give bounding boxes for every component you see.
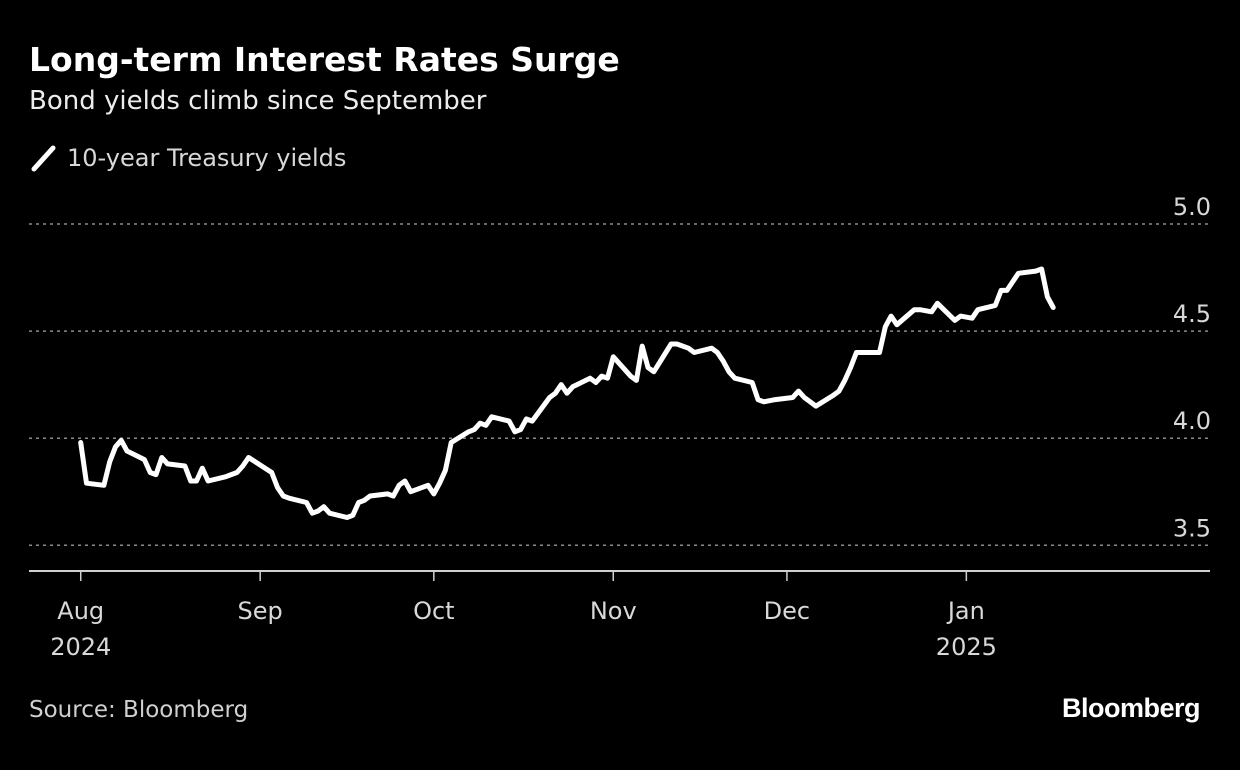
bloomberg-logo: Bloomberg [1061,693,1201,723]
x-tick-label: Oct [413,597,455,625]
x-tick-year-label: 2024 [50,633,111,661]
series-layer [78,266,1056,520]
y-tick-label: 4.5 [1173,300,1211,328]
chart-legend: 10-year Treasury yields [29,142,346,174]
y-tick-label: 4.0 [1173,407,1211,435]
y-tick-label: 3.5 [1173,514,1211,542]
x-axis-ticks: Aug 2024 Sep Oct Nov Dec Jan 2025 [50,571,997,661]
series-line-10-year-treasury-yields [78,266,1056,520]
x-tick-year-label: 2025 [936,633,997,661]
grid-lines [29,223,1210,547]
chart-title: Long-term Interest Rates Surge [29,40,620,79]
y-tick-label: 5.0 [1173,193,1211,221]
x-tick-label: Dec [764,597,810,625]
source-note: Source: Bloomberg [29,697,249,723]
legend-label: 10-year Treasury yields [67,144,347,172]
x-tick-label: Jan [946,597,985,625]
x-tick-label: Nov [590,597,637,625]
legend-line-icon [31,145,56,172]
x-tick-label: Aug [57,597,104,625]
y-axis-labels: 3.5 4.0 4.5 5.0 [1173,193,1211,542]
x-tick-label: Sep [238,597,283,625]
chart-subtitle: Bond yields climb since September [29,86,487,116]
